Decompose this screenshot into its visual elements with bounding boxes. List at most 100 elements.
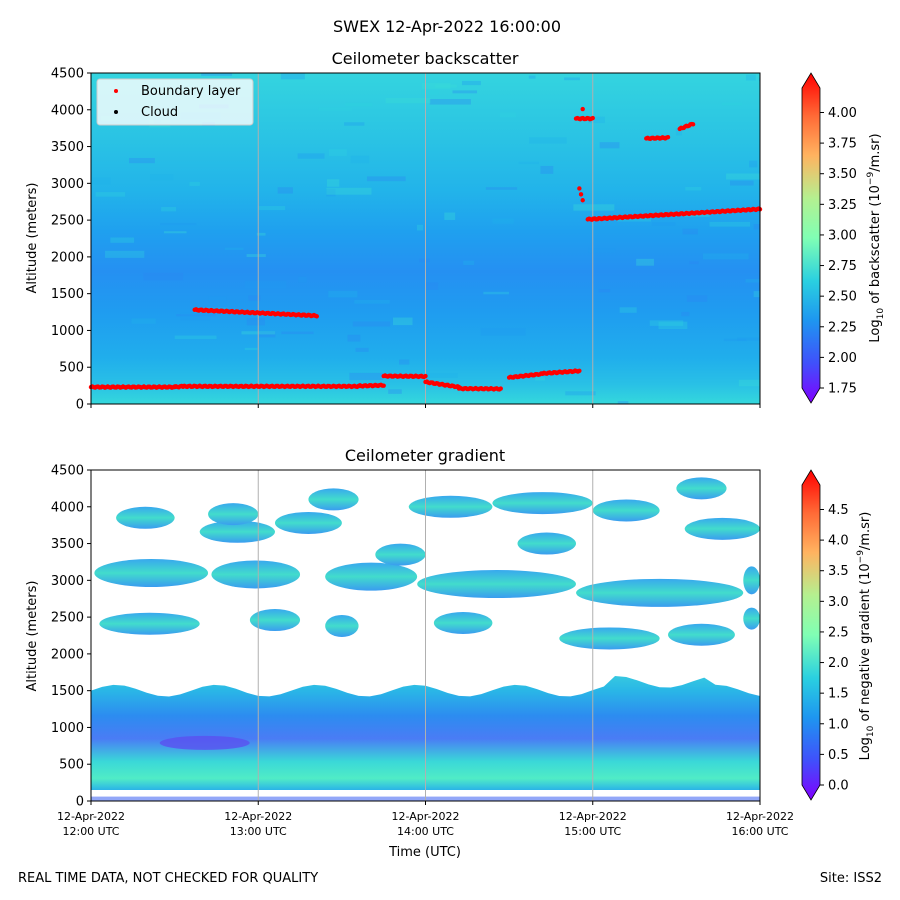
x-tick-label-date: 12-Apr-2022 xyxy=(559,810,627,823)
backscatter-cell xyxy=(463,260,475,266)
gradient-cloud-layer xyxy=(211,560,301,589)
x-tick-label-date: 12-Apr-2022 xyxy=(391,810,459,823)
y-tick-label: 4000 xyxy=(51,103,84,118)
boundary-layer-point xyxy=(580,198,585,203)
y-tick-label: 3500 xyxy=(51,537,84,552)
gradient-cloud-layer xyxy=(592,499,660,522)
backscatter-cell xyxy=(649,320,684,326)
gradient-x-ticks: 12-Apr-2022 12:00 UTC 12-Apr-2022 13:00 UTC… xyxy=(57,801,794,838)
colorbar-tick-label: 3.00 xyxy=(828,228,857,243)
backscatter-cell xyxy=(745,74,756,81)
boundary-layer-point xyxy=(665,135,671,140)
gradient-cloud-layer xyxy=(308,488,359,511)
backscatter-cell xyxy=(174,335,217,340)
backscatter-cell xyxy=(259,331,276,338)
y-tick-label: 500 xyxy=(59,361,84,376)
backscatter-cell xyxy=(753,291,760,298)
gradient-colorbar-ticks: 0.0 0.5 1.0 1.5 2.0 2.5 3.0 3.5 4.0 4.5 xyxy=(820,503,849,794)
x-tick-label-date: 12-Apr-2022 xyxy=(224,810,292,823)
backscatter-cell xyxy=(737,337,760,341)
backscatter-cell xyxy=(105,250,145,258)
x-tick-label-date: 12-Apr-2022 xyxy=(726,810,794,823)
backscatter-cell xyxy=(246,317,265,326)
backscatter-cell xyxy=(143,272,184,281)
y-tick-label: 1000 xyxy=(51,324,84,339)
backscatter-cell xyxy=(675,128,683,136)
boundary-layer-point xyxy=(577,186,582,191)
backscatter-cell xyxy=(258,206,286,211)
backscatter-cell xyxy=(565,391,596,396)
backscatter-cell xyxy=(277,187,293,194)
backscatter-cell xyxy=(480,328,526,336)
backscatter-x-ticks xyxy=(90,404,761,408)
backscatter-cell xyxy=(280,73,305,80)
colorbar-tick-label: 2.25 xyxy=(828,320,857,335)
backscatter-cell xyxy=(723,338,747,342)
panel-title-backscatter: Ceilometer backscatter xyxy=(332,49,519,68)
colorbar-tick-label: 2.50 xyxy=(828,290,857,305)
gradient-cloud-layer xyxy=(576,578,744,607)
gradient-strong-patch xyxy=(159,735,250,750)
backscatter-cell xyxy=(709,221,751,227)
backscatter-cell xyxy=(189,181,200,186)
colorbar-tick-label: 2.0 xyxy=(828,656,849,671)
backscatter-cell xyxy=(499,112,516,118)
gradient-cloud-layer xyxy=(559,627,660,650)
backscatter-cell xyxy=(730,180,754,186)
legend: Boundary layer Cloud xyxy=(96,78,254,126)
backscatter-cell xyxy=(429,99,471,105)
colorbar-tick-label: 3.5 xyxy=(828,564,849,579)
backscatter-cell xyxy=(244,280,287,289)
colorbar-tick-label: 2.75 xyxy=(828,259,857,274)
footer-site: Site: ISS2 xyxy=(820,871,882,886)
backscatter-cell xyxy=(150,174,174,181)
backscatter-cell xyxy=(689,261,699,265)
backscatter-cell xyxy=(416,224,424,231)
boundary-layer-point xyxy=(577,368,582,373)
x-tick-label-time: 16:00 UTC xyxy=(731,825,788,838)
panel-title-gradient: Ceilometer gradient xyxy=(345,446,505,465)
backscatter-cell xyxy=(483,291,509,295)
gradient-cloud-layer xyxy=(676,477,727,500)
backscatter-cell xyxy=(92,177,111,185)
backscatter-cell xyxy=(366,176,406,182)
y-tick-label: 0 xyxy=(76,795,84,810)
y-tick-label: 2000 xyxy=(51,250,84,265)
backscatter-cell xyxy=(749,160,758,168)
backscatter-cell xyxy=(354,300,390,304)
y-tick-label: 1000 xyxy=(51,721,84,736)
backscatter-cell xyxy=(619,307,637,313)
backscatter-cell xyxy=(176,314,217,317)
colorbar-tick-label: 0.5 xyxy=(828,748,849,763)
backscatter-cell xyxy=(682,228,698,235)
gradient-cloud-layer xyxy=(668,623,735,646)
backscatter-cell xyxy=(355,347,369,352)
backscatter-cell xyxy=(529,137,567,144)
backscatter-cell xyxy=(738,379,760,387)
colorbar-tick-label: 1.75 xyxy=(828,382,857,397)
boundary-layer-point xyxy=(590,115,595,121)
backscatter-cell xyxy=(685,187,702,191)
backscatter-cell xyxy=(702,253,749,260)
x-tick-label-time: 15:00 UTC xyxy=(564,825,621,838)
gradient-colorbar: 0.0 0.5 1.0 1.5 2.0 2.5 3.0 3.5 4.0 4.5 Log10 of … xyxy=(801,469,876,801)
backscatter-cell xyxy=(444,212,456,220)
gradient-cloud-layer xyxy=(684,517,760,540)
colorbar-tick-label: 4.00 xyxy=(828,106,857,121)
backscatter-cell xyxy=(461,80,481,86)
backscatter-cell xyxy=(681,311,690,317)
gradient-cloud-layer xyxy=(325,614,359,637)
backscatter-cell xyxy=(163,231,187,234)
gradient-cloud-layer xyxy=(94,558,209,587)
legend-label-cloud: Cloud xyxy=(141,105,178,120)
backscatter-cell xyxy=(492,218,514,224)
backscatter-cell xyxy=(421,82,451,89)
colorbar-tick-label: 4.0 xyxy=(828,534,849,549)
backscatter-cell xyxy=(540,165,554,174)
y-tick-label: 2000 xyxy=(51,647,84,662)
backscatter-cell xyxy=(651,222,676,226)
y-tick-label: 3500 xyxy=(51,140,84,155)
y-tick-label: 1500 xyxy=(51,684,84,699)
backscatter-cell xyxy=(95,192,126,197)
colorbar-tick-label: 2.5 xyxy=(828,625,849,640)
